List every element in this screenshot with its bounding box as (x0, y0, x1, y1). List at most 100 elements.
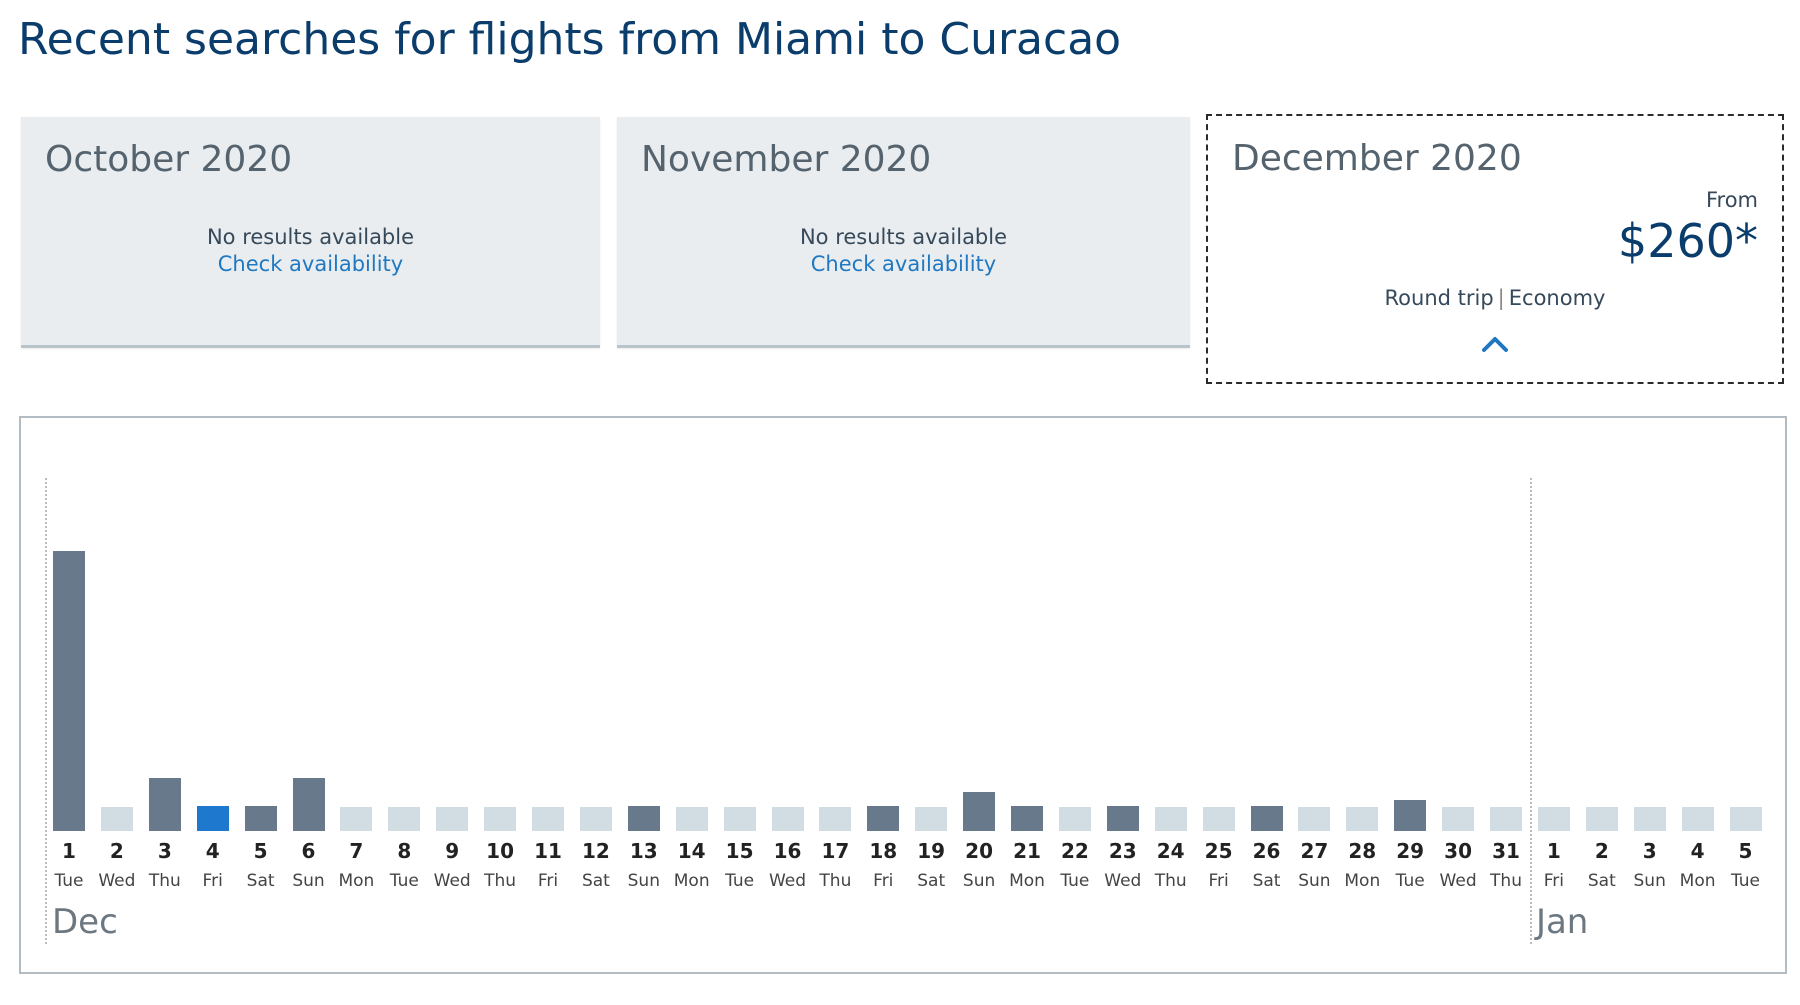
day-number: 18 (869, 839, 898, 863)
day-name: Mon (673, 871, 710, 891)
price-bar-selected[interactable] (196, 805, 229, 831)
day-number: 26 (1252, 839, 1281, 863)
page-title: Recent searches for flights from Miami t… (18, 14, 1122, 65)
month-title: November 2020 (641, 139, 932, 180)
day-name: Sun (1633, 871, 1666, 891)
price-bar-empty[interactable] (1058, 807, 1091, 831)
price-bar[interactable] (1394, 800, 1427, 831)
price-bar-empty[interactable] (1633, 807, 1666, 831)
price-bar[interactable] (148, 777, 181, 831)
day-number: 4 (205, 839, 220, 863)
day-name: Sun (962, 871, 996, 891)
day-number: 16 (773, 839, 802, 863)
chevron-up-icon[interactable] (1480, 334, 1510, 354)
day-name: Sat (1252, 871, 1281, 891)
day-name: Mon (1009, 871, 1045, 891)
price-bar-empty[interactable] (675, 807, 708, 831)
month-title: October 2020 (45, 139, 293, 180)
price-bar-empty[interactable] (388, 807, 421, 831)
day-name: Sat (1587, 871, 1616, 891)
day-name: Tue (54, 871, 84, 891)
price-bar-empty[interactable] (340, 807, 373, 831)
day-number: 8 (397, 839, 412, 863)
month-label: Jan (1535, 902, 1589, 942)
from-label: From (1705, 188, 1758, 212)
day-name: Sat (246, 871, 275, 891)
day-number: 29 (1396, 839, 1425, 863)
price-bar[interactable] (963, 791, 996, 831)
price-bar-empty[interactable] (436, 807, 469, 831)
day-number: 22 (1060, 839, 1089, 863)
month-card-october[interactable]: October 2020 No results available Check … (21, 117, 600, 348)
day-name: Tue (1730, 871, 1761, 891)
day-name: Wed (433, 871, 471, 891)
day-number: 2 (1594, 839, 1609, 863)
trip-type: Round trip (1384, 286, 1494, 310)
day-number: 14 (677, 839, 706, 863)
no-results-text: No results available (206, 225, 415, 249)
day-name: Tue (1060, 871, 1090, 891)
price-bar[interactable] (244, 805, 277, 831)
day-number: 20 (965, 839, 994, 863)
check-availability-link[interactable]: Check availability (217, 252, 404, 276)
price-bar-empty[interactable] (1154, 807, 1187, 831)
price-bar-empty[interactable] (1442, 807, 1475, 831)
trip-info: Round trip | Economy (1208, 286, 1782, 310)
month-label: Dec (52, 902, 118, 942)
price-bar-empty[interactable] (915, 807, 948, 831)
day-name: Sun (292, 871, 325, 891)
price-bar[interactable] (1011, 805, 1043, 831)
day-number: 4 (1690, 839, 1705, 863)
price-bar-empty[interactable] (484, 807, 517, 831)
day-number: 25 (1204, 839, 1233, 863)
price-bar-empty[interactable] (1585, 807, 1618, 831)
price-bar-empty[interactable] (532, 807, 564, 831)
check-availability-link[interactable]: Check availability (810, 252, 997, 276)
price-chart: 1 Tue 2 Wed 3 Thu 4 Fri 5 Sat 6 Sun 7 Mon 8 Tue 9 Wed 10 Th… (19, 416, 1787, 974)
day-name: Sat (917, 871, 946, 891)
price-bar-empty[interactable] (1346, 807, 1379, 831)
price-bar-empty[interactable] (1537, 807, 1570, 831)
day-name: Thu (1490, 871, 1522, 891)
day-number: 9 (445, 839, 460, 863)
price-bar-empty[interactable] (1490, 807, 1522, 831)
month-divider (1529, 478, 1532, 944)
price-bar[interactable] (53, 551, 85, 831)
price-bar[interactable] (867, 805, 900, 831)
day-name: Mon (338, 871, 375, 891)
day-name: Tue (389, 871, 419, 891)
day-name: Sun (1298, 871, 1331, 891)
price-bar-empty[interactable] (1298, 807, 1331, 831)
day-number: 31 (1492, 839, 1520, 863)
day-number: 6 (301, 839, 316, 863)
price-bar-empty[interactable] (819, 807, 852, 831)
day-number: 5 (253, 839, 268, 863)
price-bar-empty[interactable] (579, 807, 612, 831)
price-bar[interactable] (292, 777, 325, 831)
day-number: 5 (1738, 839, 1753, 863)
day-name: Thu (819, 871, 852, 891)
month-divider (45, 478, 47, 944)
month-card-december[interactable]: December 2020 From $260* Round trip | Econ… (1206, 114, 1784, 384)
day-name: Fri (873, 871, 894, 891)
day-number: 1 (1546, 839, 1561, 863)
price-bar-empty[interactable] (1202, 807, 1235, 831)
cabin-class: Economy (1508, 286, 1606, 310)
day-name: Sun (627, 871, 660, 891)
price-bar-empty[interactable] (723, 807, 756, 831)
price-bar[interactable] (1250, 805, 1283, 831)
price-bar[interactable] (1106, 805, 1139, 831)
day-name: Thu (1154, 871, 1187, 891)
day-number: 30 (1444, 839, 1473, 863)
price-bar-empty[interactable] (100, 807, 133, 831)
price-bar[interactable] (627, 805, 660, 831)
day-number: 10 (486, 839, 515, 863)
price-bar-empty[interactable] (1729, 807, 1762, 831)
price-bar-empty[interactable] (1681, 807, 1714, 831)
price-bar-empty[interactable] (771, 807, 804, 831)
month-card-november[interactable]: November 2020 No results available Check… (617, 117, 1190, 348)
day-number: 17 (821, 839, 850, 863)
day-name: Wed (1104, 871, 1142, 891)
day-name: Tue (725, 871, 755, 891)
day-name: Wed (98, 871, 136, 891)
